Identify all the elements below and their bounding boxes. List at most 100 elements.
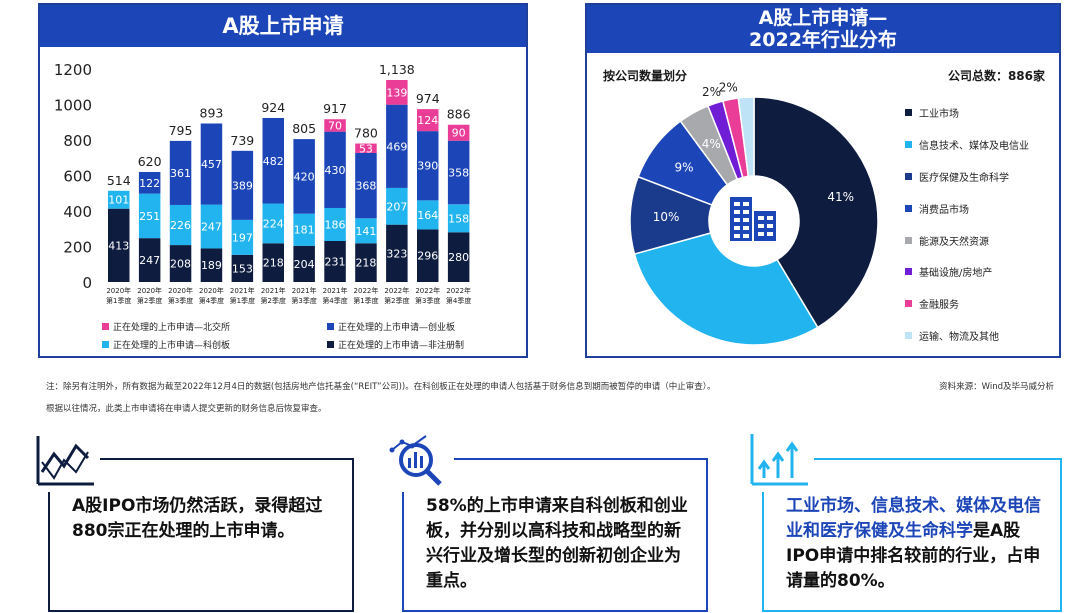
insight-card-1: A股IPO市场仍然活跃，录得超过880宗正在处理的上市申请。 [32,432,354,612]
pie-legend-item-2: 医疗保健及生命科学 [905,161,1029,193]
bar-value-label-11-1: 158 [448,212,469,225]
bar-value-label-8-3: 53 [359,142,373,155]
pie-legend-item-6: 金融服务 [905,288,1029,320]
bar-segment-2-1 [169,204,192,246]
bar-segment-1-2 [138,171,161,194]
bar-segment-5-0 [262,243,284,282]
pie-legend-label-7: 运输、物流及其他 [919,331,999,343]
bar-segment-6-0 [293,245,315,282]
insight-text-2: 58%的上市申请来自科创板和创业板，并分别以高科技和战略型的新兴行业及增长型的创… [426,496,688,591]
bar-segment-10-3 [417,109,439,132]
x-tick-label-1-1: 第2季度 [137,296,162,305]
x-tick-label-3-1: 第4季度 [199,296,224,305]
insight-card-3: 工业市场、信息技术、媒体及电信业和医疗保健及生命科学是A股IPO申请中排名较前的… [746,432,1062,612]
bar-segment-7-1 [324,207,346,241]
pie-legend-swatch-2 [905,172,912,180]
bar-value-label-9-1: 207 [386,200,407,213]
pie-chart: 41% 10% 9% 4% 2%2% [629,80,879,346]
bar-total-label-11: 886 [447,107,471,122]
pie-legend-item-7: 运输、物流及其他 [905,320,1029,352]
bar-value-label-4-1: 197 [232,231,253,244]
bar-value-label-5-2: 482 [263,155,284,168]
bar-segment-7-0 [324,240,346,282]
bar-value-label-7-2: 430 [325,164,346,177]
bar-chart-title: A股上市申请 [40,5,526,47]
pie-value-label-3: 9% [674,161,693,175]
pie-total-label: 公司总数：886家 [947,69,1045,83]
y-tick-label-3: 600 [63,168,92,186]
bar-value-label-8-0: 218 [355,257,376,270]
bar-segment-5-1 [262,203,284,244]
footnote-line-1: 注：除另有注明外，所有数据为截至2022年12月4日的数据(包括房地产信托基金(… [46,382,716,392]
bar-value-label-9-0: 323 [386,247,407,260]
x-tick-label-2-1: 第3季度 [168,296,193,305]
x-tick-label-4-1: 第1季度 [230,296,255,305]
bar-segment-9-3 [386,80,408,105]
pie-legend-label-5: 基础设施/房地产 [919,268,993,280]
bar-segment-6-2 [293,139,315,214]
bar-total-label-7: 917 [323,101,347,116]
x-tick-label-0-0: 2020年 [106,286,131,295]
legend-item-gem: 正在处理的上市申请—创业板 [327,320,455,333]
y-tick-label-2: 400 [63,203,92,221]
bar-segment-10-0 [417,229,439,282]
x-tick-label-3-0: 2020年 [199,286,224,295]
pie-legend-item-0: 工业市场 [905,97,1029,129]
x-tick-label-8-0: 2022年 [354,286,379,295]
bar-segment-5-2 [262,117,284,204]
x-tick-label-8-1: 第1季度 [353,296,378,305]
bar-chart-panel: A股上市申请 0 200 400 600 800 1000 1200 413 101 514 202… [38,3,528,358]
x-tick-label-7-1: 第4季度 [322,296,347,305]
bar-value-label-7-3: 70 [328,119,342,132]
x-tick-label-1-0: 2020年 [137,286,162,295]
pie-value-label-5: 2% [702,85,721,99]
bar-value-label-11-2: 358 [448,166,469,179]
bar-segment-6-1 [293,213,315,246]
x-tick-label-2-0: 2020年 [168,286,193,295]
pie-legend-label-2: 医疗保健及生命科学 [919,172,1009,184]
bar-segment-8-3 [355,143,377,153]
pie-legend-swatch-4 [905,236,912,244]
bar-value-label-6-1: 181 [294,224,315,237]
bar-value-label-10-3: 124 [417,114,438,127]
legend-swatch-bse [102,323,109,330]
bar-total-label-6: 805 [292,121,316,136]
bar-value-label-6-0: 204 [294,258,315,271]
pie-slice-7 [737,96,755,178]
bar-segment-2-0 [169,245,192,282]
bar-value-label-10-2: 390 [417,160,438,173]
bar-segment-7-2 [324,131,346,208]
bar-segment-10-1 [417,200,439,230]
bar-value-label-3-0: 189 [201,259,222,272]
bar-segment-1-0 [138,238,161,282]
y-tick-label-1: 200 [63,239,92,257]
bar-segment-2-2 [169,140,192,205]
bar-segment-4-1 [231,219,254,255]
pie-legend-swatch-7 [905,331,912,339]
bar-segment-8-2 [355,152,377,219]
bar-value-label-9-2: 469 [386,140,407,153]
bar-segment-8-1 [355,218,377,244]
bar-value-label-10-0: 296 [417,250,438,263]
insight-card-2: 58%的上市申请来自科创板和创业板，并分别以高科技和战略型的新兴行业及增长型的创… [386,432,708,612]
bar-segment-4-0 [231,254,254,282]
bar-value-label-2-1: 226 [170,219,191,232]
bar-segment-9-2 [386,104,408,188]
bar-value-label-8-1: 141 [355,225,376,238]
pie-legend-swatch-5 [905,268,912,276]
insight-text-3: 工业市场、信息技术、媒体及电信业和医疗保健及生命科学是A股IPO申请中排名较前的… [786,494,1042,594]
x-tick-label-11-1: 第4季度 [446,296,471,305]
bar-segment-7-3 [324,119,346,132]
pie-legend-item-3: 消费品市场 [905,192,1029,224]
bar-total-label-4: 739 [230,133,254,148]
bar-segment-1-1 [138,193,161,239]
bar-value-label-5-0: 218 [263,257,284,270]
legend-item-nonreg: 正在处理的上市申请—非注册制 [327,338,464,351]
bar-value-label-4-0: 153 [232,262,253,275]
bar-segment-4-2 [231,150,254,220]
office-building-icon [730,197,776,241]
pie-legend-label-4: 能源及天然资源 [919,236,989,248]
pie-legend-label-6: 金融服务 [919,300,959,312]
bar-segment-3-0 [200,248,223,282]
stacked-bar-chart: 0200400600800100012004131015142020年第1季度2… [54,61,472,305]
